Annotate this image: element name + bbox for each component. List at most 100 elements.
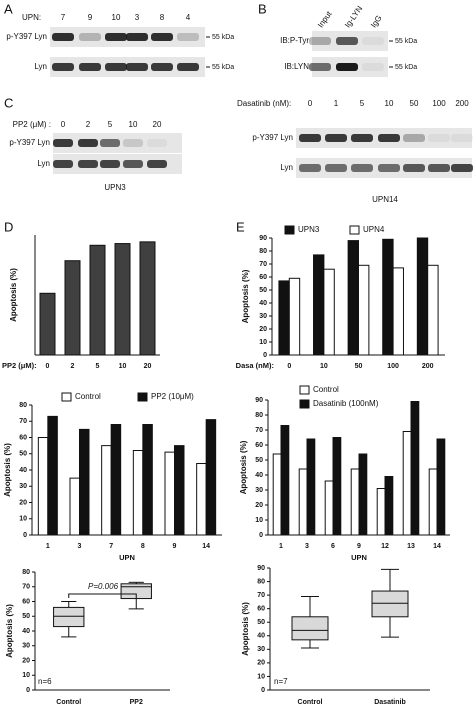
- blot-band: [105, 63, 127, 71]
- blot-band: [79, 63, 101, 71]
- blot-band: [147, 160, 167, 168]
- x-axis-label: Dasa (nM):: [236, 361, 274, 370]
- blot-band: [325, 134, 347, 142]
- y-tick-label: 30: [22, 643, 30, 650]
- lane-label: 0: [308, 99, 313, 108]
- box: [371, 590, 409, 618]
- blot-band: [52, 63, 74, 71]
- blot-band: [378, 134, 400, 142]
- lane-label: 8: [160, 13, 165, 22]
- bar: [89, 244, 106, 356]
- lane-label: Dasatinib (nM):: [237, 99, 291, 108]
- blot-band: [53, 160, 73, 168]
- y-axis-label: Apoptosis (%): [5, 604, 14, 658]
- blot-band: [126, 63, 148, 71]
- y-tick-label: 70: [257, 592, 265, 599]
- box: [120, 583, 152, 600]
- marker-label: 55 kDa: [395, 38, 417, 45]
- blot-band: [451, 134, 473, 142]
- lane-label: 0: [61, 120, 66, 129]
- x-tick-label: 14: [433, 543, 441, 550]
- lane-label: UPN:: [22, 13, 41, 22]
- bar: [288, 277, 301, 356]
- blot-band: [309, 63, 331, 71]
- x-tick-label: Dasatinib: [374, 699, 406, 706]
- y-tick-label: 0: [259, 532, 263, 539]
- y-tick-label: 10: [19, 516, 27, 523]
- blot-band: [428, 134, 450, 142]
- bar: [410, 401, 420, 536]
- bar: [205, 419, 217, 536]
- blot-band: [151, 33, 173, 41]
- lane-label: 10: [112, 13, 121, 22]
- y-tick-label: 60: [257, 606, 265, 613]
- bar: [313, 254, 325, 356]
- annotation: n=7: [274, 677, 288, 686]
- blot-band: [177, 33, 199, 41]
- lane-label: 20: [153, 120, 162, 129]
- y-tick-label: 50: [19, 451, 27, 458]
- bar: [350, 468, 360, 536]
- blot-band: [151, 63, 173, 71]
- y-axis-label: Apoptosis (%): [9, 268, 18, 322]
- bar: [280, 425, 290, 536]
- y-tick-label: 0: [26, 687, 30, 694]
- y-axis-label: Apoptosis (%): [241, 269, 250, 323]
- bar: [174, 445, 185, 536]
- lane-label: 5: [108, 120, 113, 129]
- legend-swatch: [299, 385, 310, 395]
- bar: [392, 267, 404, 356]
- y-tick-label: 20: [22, 657, 30, 664]
- lane-label: 7: [61, 13, 66, 22]
- marker-label: 55 kDa: [212, 64, 234, 71]
- bar: [416, 237, 429, 356]
- legend-label: UPN4: [363, 225, 385, 234]
- blot-band: [126, 33, 148, 41]
- row-label: Lyn: [280, 163, 293, 172]
- x-tick-label: 0: [46, 363, 50, 370]
- y-tick-label: 60: [259, 274, 267, 281]
- x-axis-label: UPN: [119, 553, 135, 562]
- annotation: P=0.006: [88, 582, 119, 591]
- bar: [142, 424, 153, 536]
- y-tick-label: 90: [259, 235, 267, 242]
- y-tick-label: 70: [22, 584, 30, 591]
- blot-band: [309, 37, 331, 45]
- blot-band: [105, 33, 127, 41]
- x-tick-label: 20: [144, 363, 152, 370]
- bar: [323, 268, 335, 356]
- row-label: Lyn: [34, 62, 47, 71]
- y-tick-label: 20: [259, 326, 267, 333]
- x-tick-label: Control: [56, 699, 81, 706]
- row-label: Lyn: [37, 159, 50, 168]
- x-tick-label: 9: [173, 543, 177, 550]
- y-tick-label: 10: [259, 339, 267, 346]
- bar: [110, 424, 122, 536]
- y-tick-label: 40: [22, 628, 30, 635]
- bar: [39, 292, 56, 356]
- y-tick-label: 80: [22, 569, 30, 576]
- bar: [164, 451, 175, 536]
- legend-swatch: [284, 225, 295, 235]
- legend-swatch: [137, 392, 148, 402]
- lane-label: 10: [129, 120, 138, 129]
- lane-label: IgG: [369, 14, 384, 30]
- x-axis-label: UPN: [351, 553, 367, 562]
- blot-band: [336, 37, 358, 45]
- bar: [69, 477, 80, 536]
- y-tick-label: 40: [19, 467, 27, 474]
- x-tick-label: 100: [387, 363, 399, 370]
- y-tick-label: 70: [255, 427, 263, 434]
- box: [291, 616, 329, 641]
- bar: [324, 480, 334, 536]
- x-tick-label: Control: [298, 699, 323, 706]
- marker-label: 55 kDa: [395, 64, 417, 71]
- bar: [436, 438, 446, 536]
- panel-label: C: [4, 95, 13, 110]
- x-tick-label: 5: [96, 363, 100, 370]
- y-tick-label: 70: [259, 261, 267, 268]
- lane-label: Ig-LYN: [343, 4, 364, 29]
- x-tick-label: 2: [71, 363, 75, 370]
- lane-label: 1: [334, 99, 339, 108]
- bar: [114, 243, 131, 356]
